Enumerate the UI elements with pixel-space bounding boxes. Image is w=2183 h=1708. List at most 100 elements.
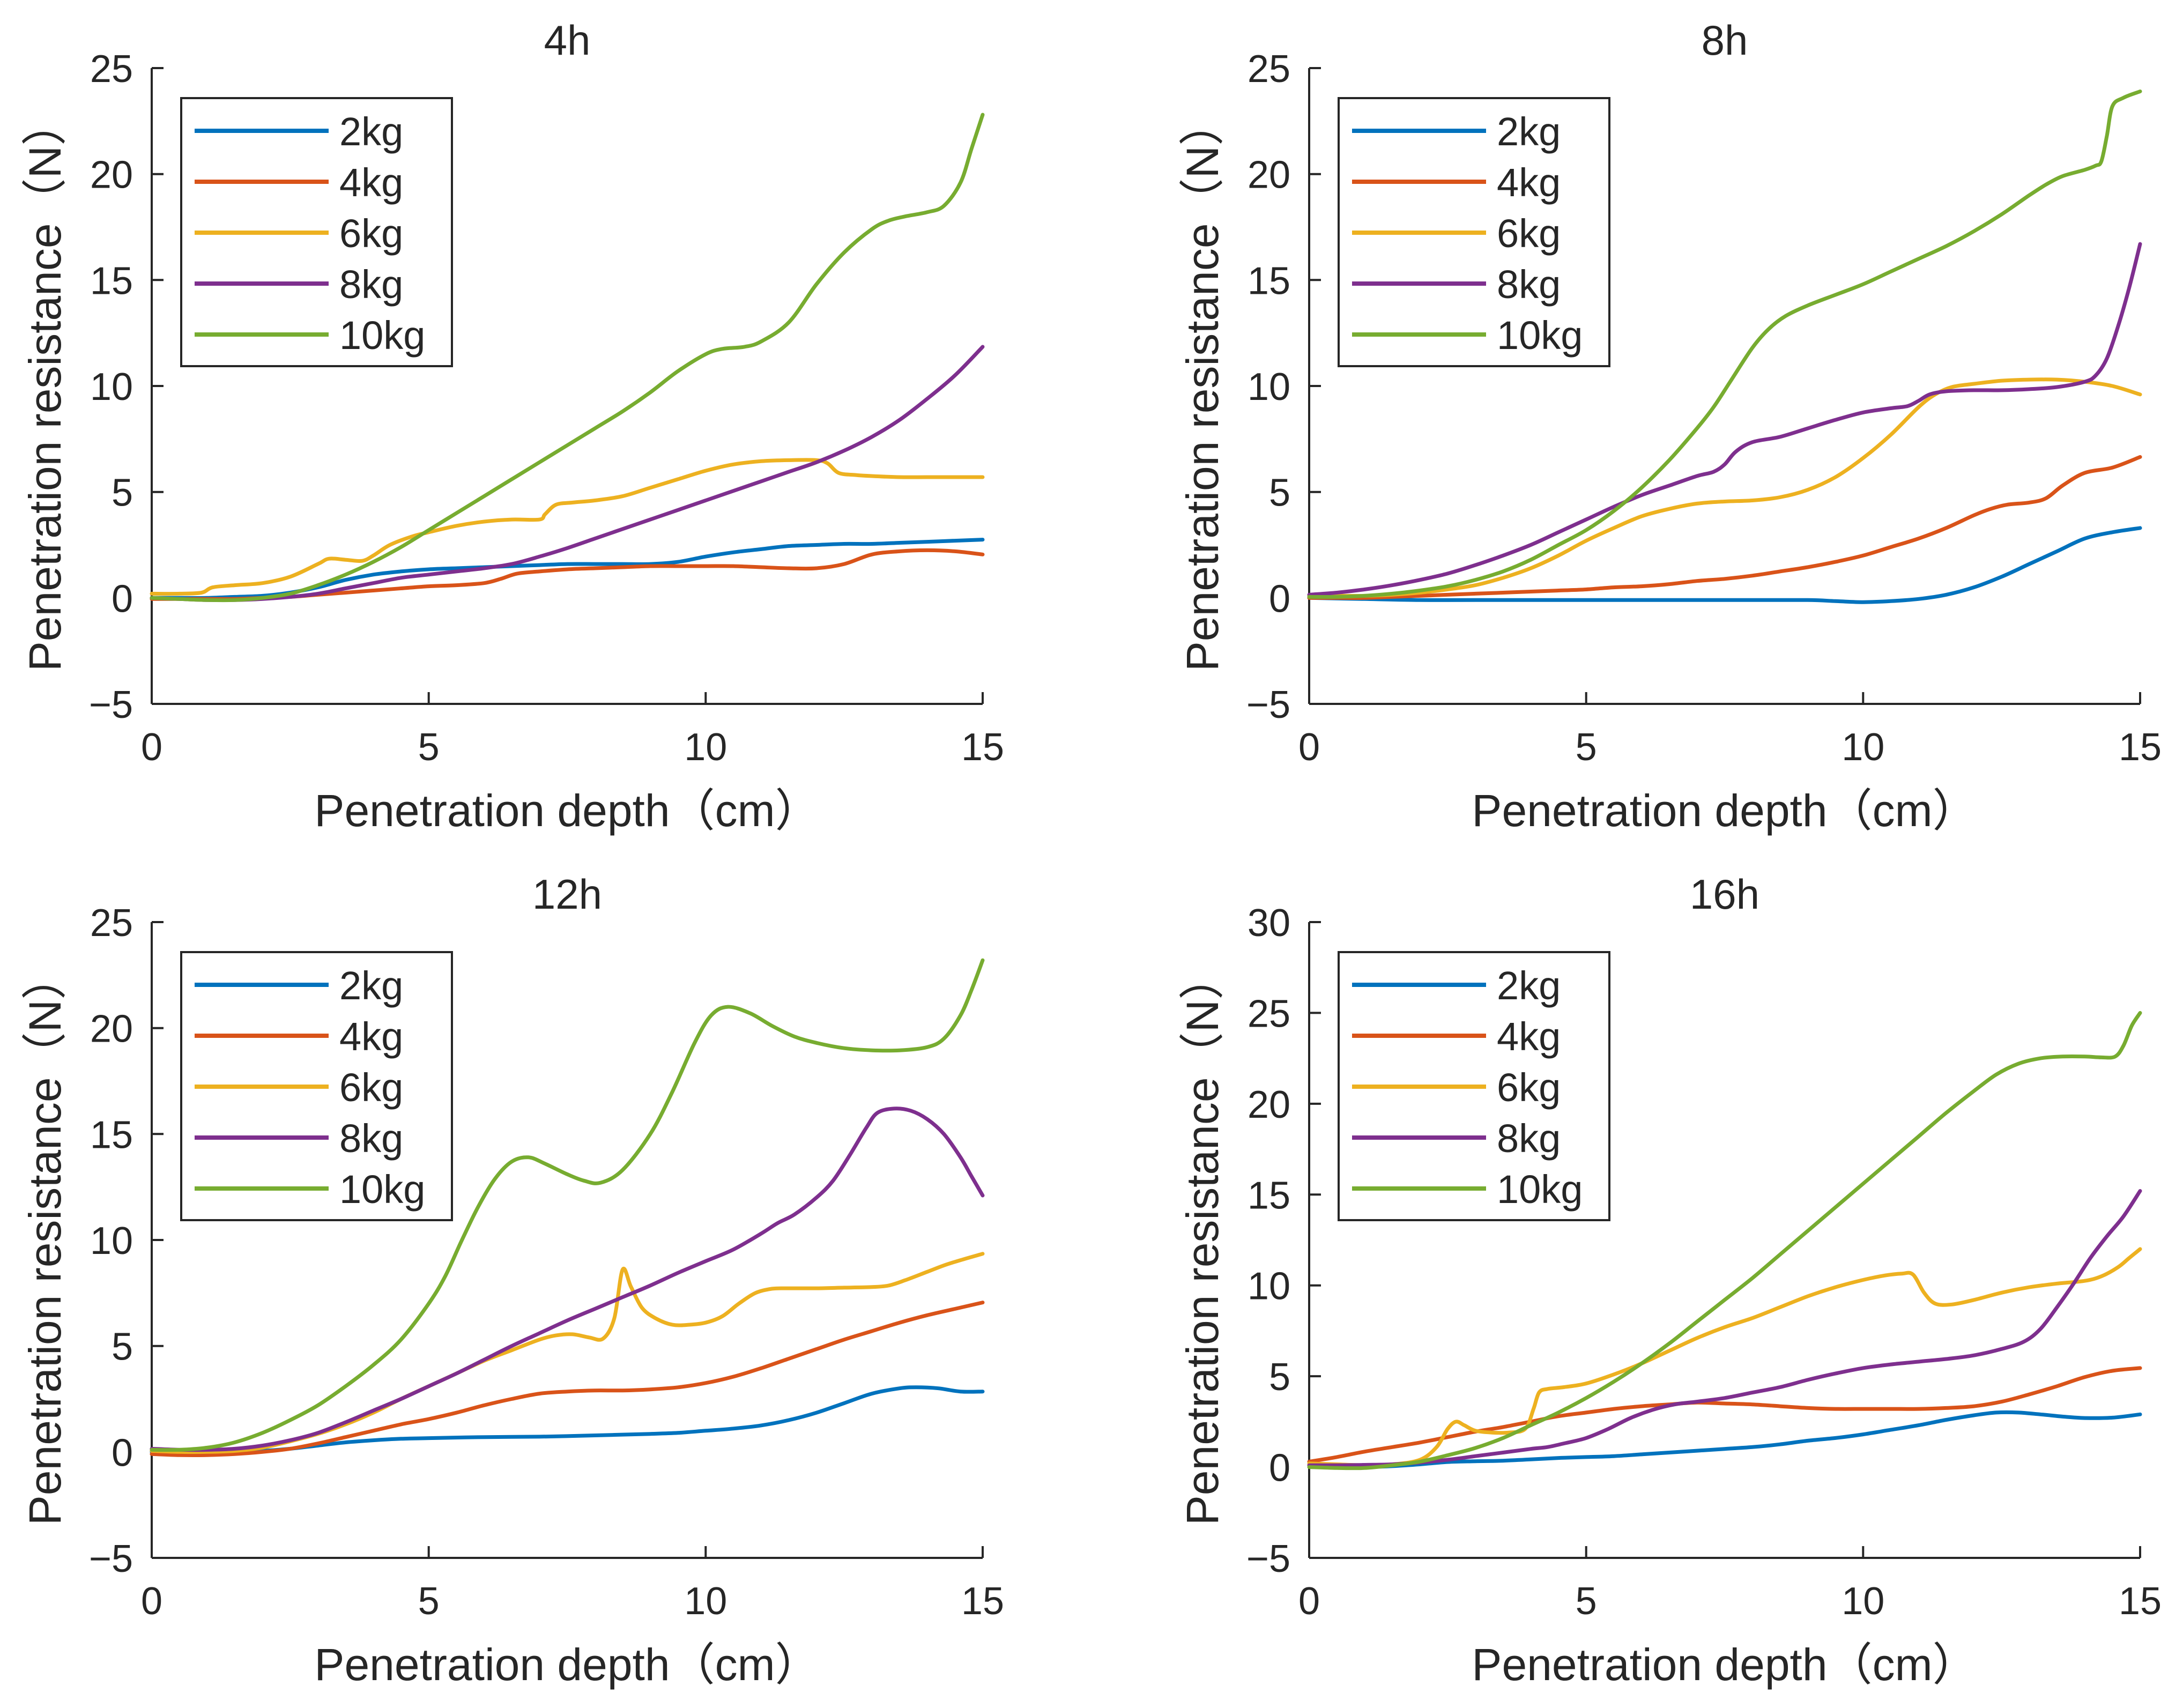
x-tick-label: 15 [2119,1580,2162,1623]
y-tick-label: 10 [90,1220,133,1263]
series-line-4kg [1307,455,2142,600]
y-tick-label: 20 [1248,154,1290,197]
y-tick-label: 5 [1269,1356,1290,1399]
y-tick-label: −5 [1246,684,1290,726]
y-tick-label: 20 [90,1008,133,1051]
x-tick-label: 10 [1842,1580,1884,1623]
y-tick-label: 20 [1248,1083,1290,1126]
y-tick-label: 25 [1248,992,1290,1035]
legend-label-6kg: 6kg [1497,211,1561,256]
series-line-2kg [1307,526,2142,604]
chart-title: 12h [532,871,602,918]
x-tick-label: 10 [1842,726,1884,769]
series-line-8kg [1307,1189,2142,1467]
legend-label-8kg: 8kg [1497,262,1561,307]
chart-title: 16h [1690,871,1759,918]
x-tick-label: 0 [1298,726,1320,769]
y-tick-label: 0 [112,577,133,620]
y-tick-label: −5 [89,1538,133,1580]
series-line-10kg [1307,90,2142,599]
y-tick-label: 10 [1248,366,1290,409]
x-tick-label: 15 [961,726,1004,769]
series-line-8kg [150,1107,985,1452]
y-tick-label: 5 [1269,472,1290,515]
series-line-4kg [1307,1366,2142,1464]
x-axis-label: Penetration depth（cm） [1472,1639,1977,1690]
legend: 2kg 4kg 6kg 8kg 10kg [1338,97,1610,367]
legend: 2kg 4kg 6kg 8kg 10kg [1338,951,1610,1221]
y-tick-label: 15 [90,1113,133,1156]
x-tick-label: 5 [418,1580,440,1623]
y-tick-label: 25 [1248,48,1290,91]
legend-label-4kg: 4kg [1497,160,1561,205]
chart-title: 4h [544,17,591,64]
series-line-8kg [1307,242,2142,597]
x-tick-label: 10 [684,726,727,769]
x-tick-label: 15 [2119,726,2162,769]
legend-label-10kg: 10kg [339,1167,425,1212]
legend-label-4kg: 4kg [339,160,403,205]
y-axis-label: Penetration resistance（N） [1177,101,1228,671]
series-line-6kg [150,458,985,596]
chart-title: 8h [1702,17,1748,64]
series-line-8kg [150,345,985,603]
y-axis-label: Penetration resistance（N） [20,955,70,1525]
x-tick-label: 0 [1298,1580,1320,1623]
y-axis-label: Penetration resistance（N） [20,101,70,671]
y-axis-label: Penetration resistance（N） [1177,955,1228,1525]
legend-label-2kg: 2kg [339,109,403,154]
y-tick-label: 30 [1248,902,1290,945]
legend-label-8kg: 8kg [339,1116,403,1161]
x-tick-label: 10 [684,1580,727,1623]
y-tick-label: 10 [90,366,133,409]
y-tick-label: 0 [112,1431,133,1474]
x-tick-label: 15 [961,1580,1004,1623]
legend-label-8kg: 8kg [1497,1116,1561,1161]
x-tick-label: 5 [418,726,440,769]
legend-label-2kg: 2kg [1497,963,1561,1008]
y-tick-label: 5 [112,1326,133,1369]
y-tick-label: 5 [112,472,133,515]
legend-label-10kg: 10kg [1497,313,1583,358]
legend-label-4kg: 4kg [1497,1014,1561,1059]
legend-label-4kg: 4kg [339,1014,403,1059]
series-line-10kg [150,113,985,603]
y-tick-label: 10 [1248,1265,1290,1308]
legend-label-10kg: 10kg [1497,1167,1583,1212]
series-line-4kg [150,1301,985,1458]
series-line-10kg [1307,1011,2142,1471]
series-line-6kg [150,1252,985,1454]
legend: 2kg 4kg 6kg 8kg 10kg [180,951,453,1221]
series-line-6kg [1307,377,2142,598]
x-tick-label: 5 [1576,1580,1597,1623]
x-tick-label: 0 [141,1580,162,1623]
legend: 2kg 4kg 6kg 8kg 10kg [180,97,453,367]
series-line-4kg [150,548,985,601]
y-tick-label: −5 [1246,1538,1290,1580]
y-tick-label: 25 [90,48,133,91]
x-tick-label: 0 [141,726,162,769]
y-tick-label: 20 [90,154,133,197]
legend-label-6kg: 6kg [1497,1065,1561,1110]
x-axis-label: Penetration depth（cm） [1472,785,1977,836]
y-tick-label: 0 [1269,577,1290,620]
x-tick-label: 5 [1576,726,1597,769]
x-axis-label: Penetration depth（cm） [314,785,820,836]
y-tick-label: 15 [1248,1174,1290,1217]
series-line-2kg [1307,1410,2142,1469]
legend-label-8kg: 8kg [339,262,403,307]
legend-label-10kg: 10kg [339,313,425,358]
x-axis-label: Penetration depth（cm） [314,1639,820,1690]
legend-label-6kg: 6kg [339,1065,403,1110]
series-line-6kg [1307,1247,2142,1467]
series-line-10kg [150,958,985,1452]
y-tick-label: 15 [1248,259,1290,302]
y-tick-label: 0 [1269,1447,1290,1490]
y-tick-label: 15 [90,259,133,302]
